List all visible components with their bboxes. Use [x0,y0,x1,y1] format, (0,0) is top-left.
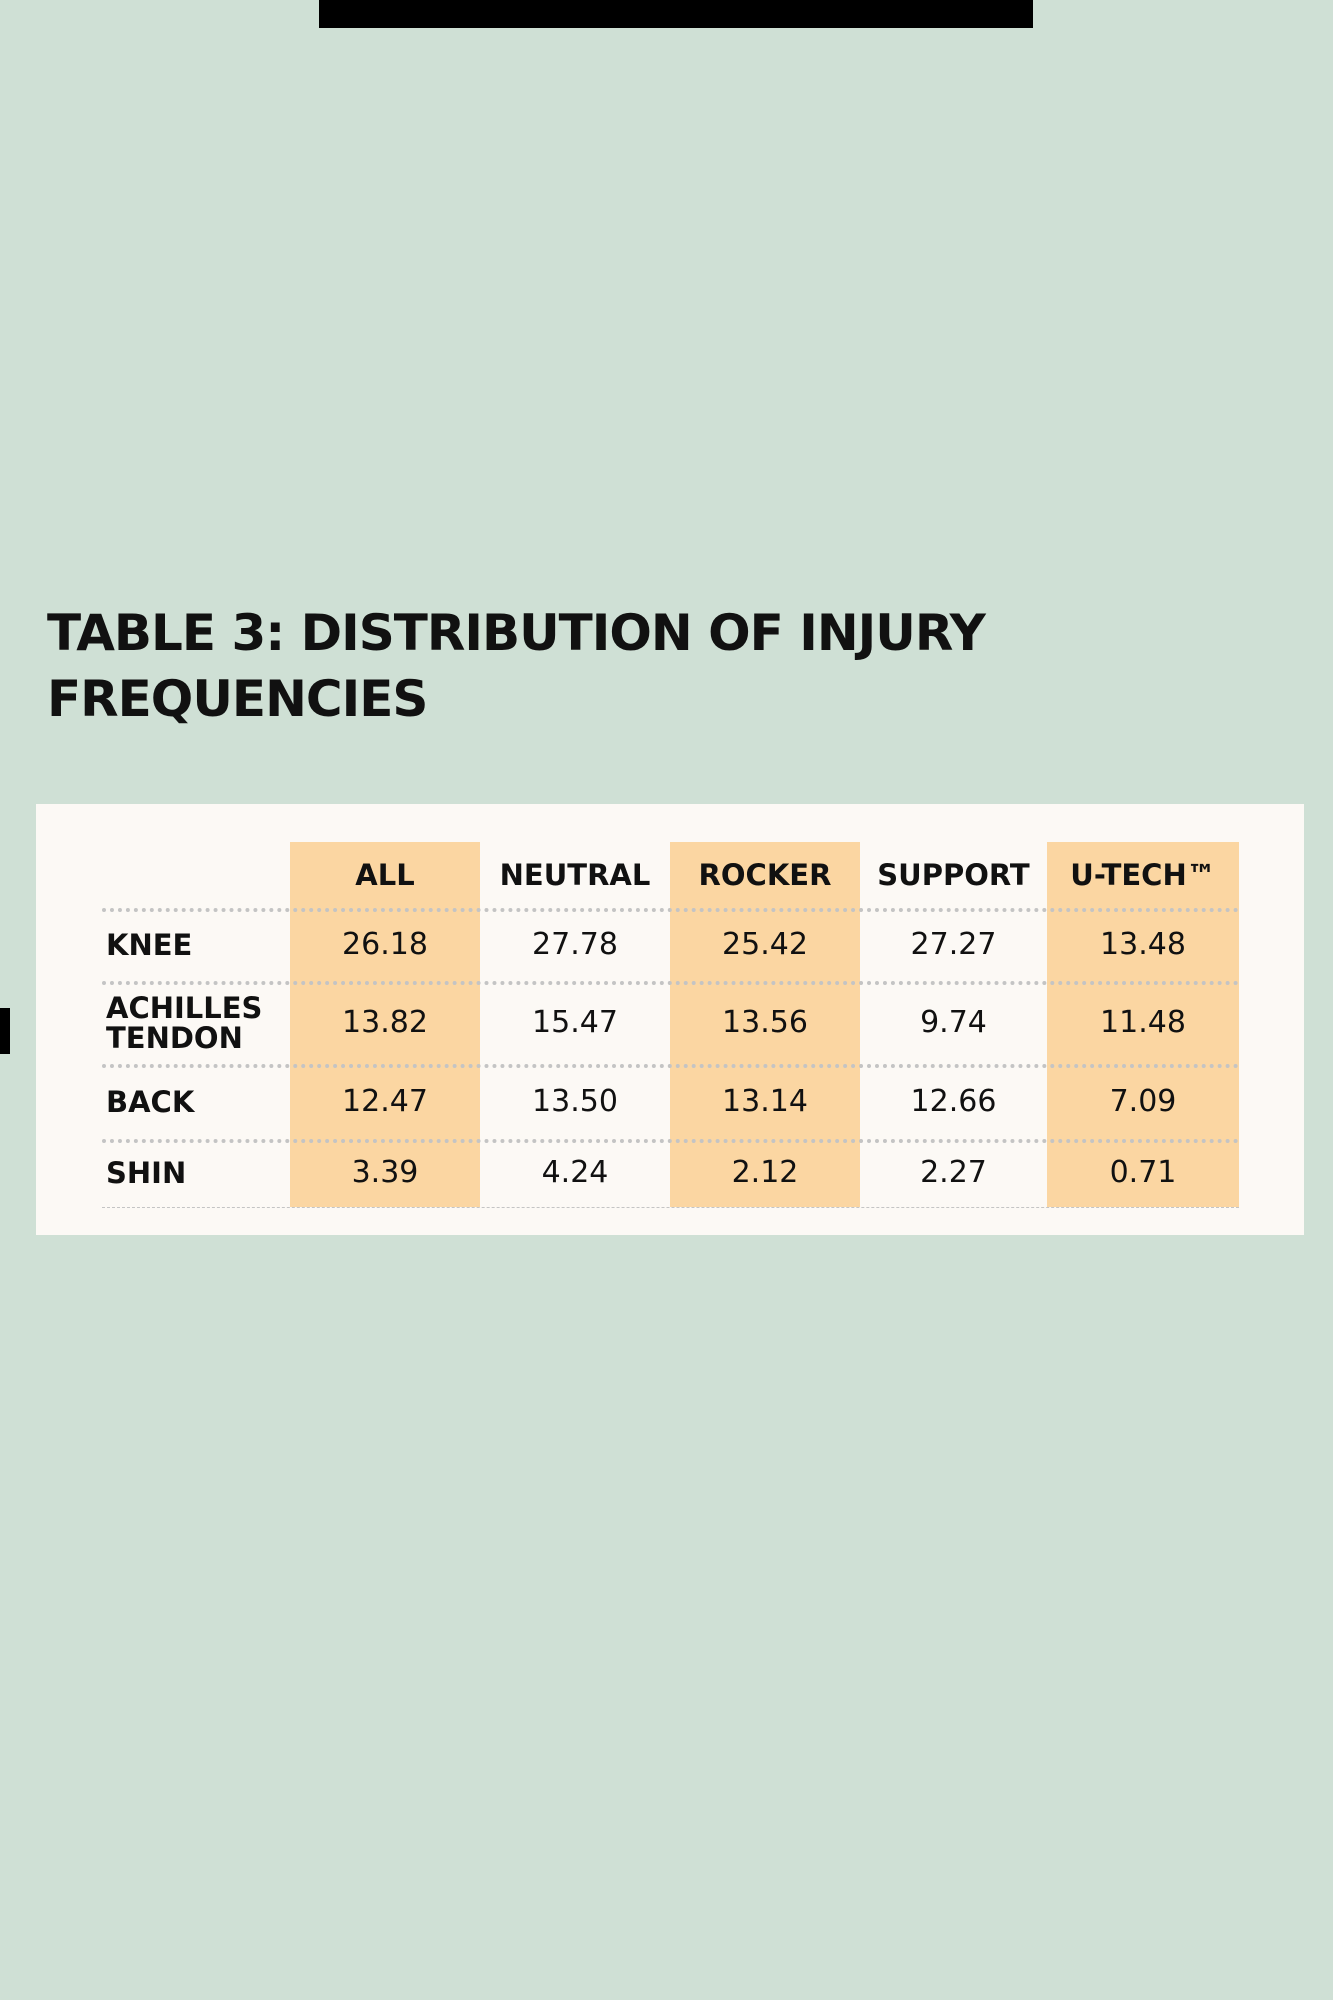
row-label: ACHILLES TENDON [106,990,263,1055]
column-header: ALL [355,858,415,892]
cell-value: 13.56 [722,1005,808,1040]
row-divider [102,908,1239,912]
column-header: ROCKER [698,858,832,892]
cell-value: 2.12 [731,1155,799,1190]
row-label: KNEE [106,927,193,962]
cell-value: 15.47 [532,1005,618,1040]
column-highlight [290,842,480,1207]
column-header: NEUTRAL [499,858,651,892]
cell-value: 9.74 [920,1005,987,1040]
cell-value: 26.18 [342,927,428,962]
cell-value: 13.50 [532,1084,618,1119]
row-label: BACK [106,1084,195,1119]
column-header: SUPPORT [877,858,1030,892]
row-divider [102,1064,1239,1068]
column-highlight [1047,842,1239,1207]
cell-value: 11.48 [1100,1005,1186,1040]
column-highlight [670,842,860,1207]
cell-value: 4.24 [541,1155,609,1190]
cell-value: 13.14 [722,1084,808,1119]
cell-value: 13.82 [342,1005,428,1040]
cell-value: 27.27 [910,927,997,962]
top-bar [319,0,1033,28]
cell-value: 2.27 [920,1155,987,1190]
cell-value: 7.09 [1109,1084,1177,1119]
column-header: U-TECH™ [1070,858,1216,892]
cell-value: 27.78 [532,927,618,962]
row-divider [102,1139,1239,1143]
cell-value: 12.66 [910,1084,997,1119]
row-label: SHIN [106,1156,187,1190]
row-divider [102,981,1239,985]
edge-mark [0,1008,10,1054]
cell-value: 3.39 [351,1155,419,1190]
cell-value: 25.42 [722,927,808,962]
row-divider [102,1207,1239,1208]
cell-value: 12.47 [342,1084,428,1119]
cell-value: 13.48 [1100,927,1186,962]
table-title: TABLE 3: DISTRIBUTION OF INJURY FREQUENC… [47,604,986,728]
cell-value: 0.71 [1109,1155,1177,1190]
